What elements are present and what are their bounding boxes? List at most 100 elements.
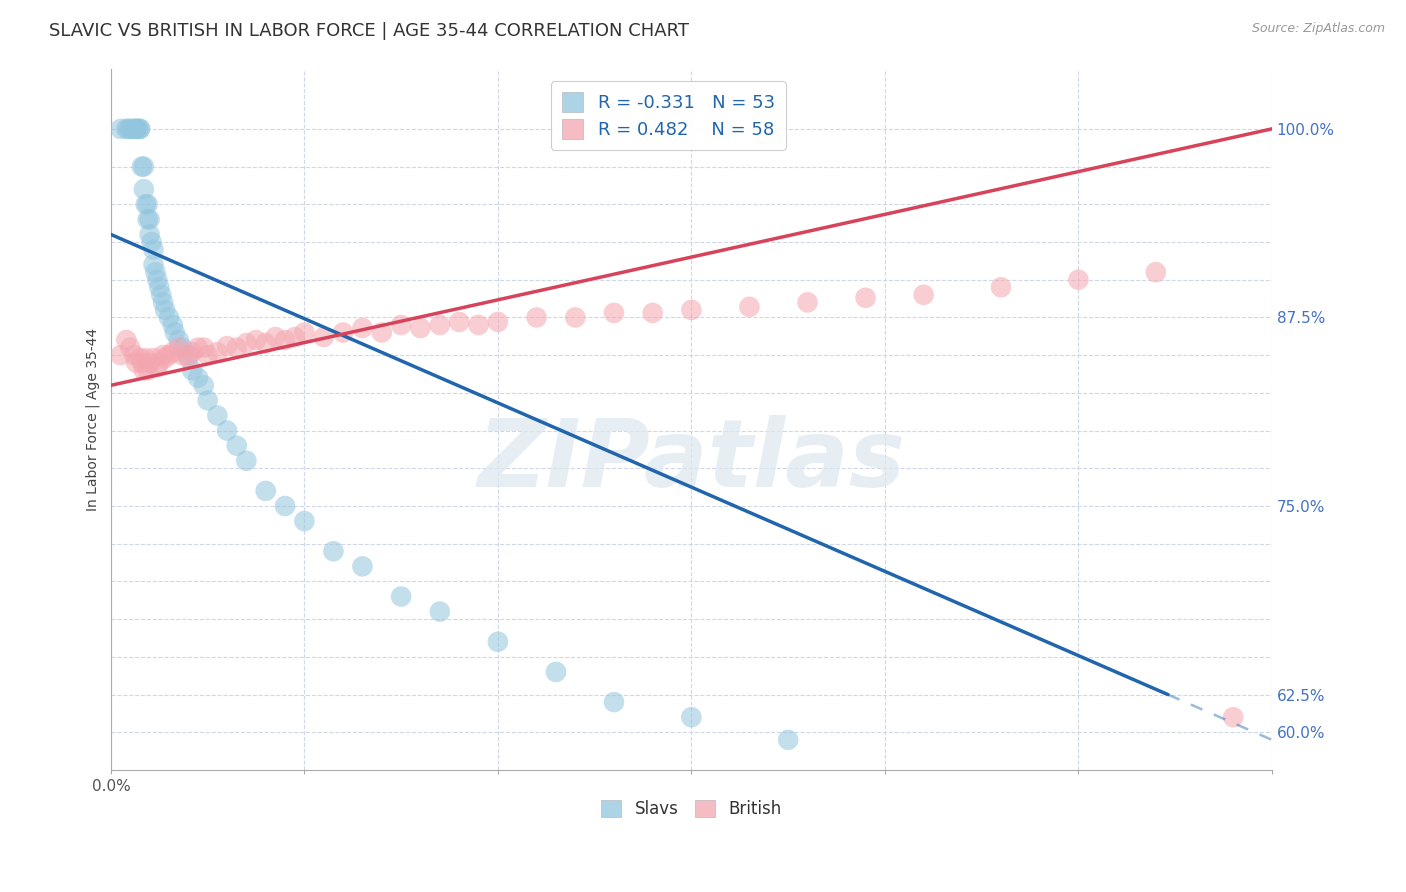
Point <box>371 326 394 340</box>
Point <box>125 121 148 136</box>
Point <box>284 330 307 344</box>
Point <box>157 310 180 325</box>
Text: SLAVIC VS BRITISH IN LABOR FORCE | AGE 35-44 CORRELATION CHART: SLAVIC VS BRITISH IN LABOR FORCE | AGE 3… <box>49 22 689 40</box>
Point <box>131 160 153 174</box>
Point <box>738 300 761 314</box>
Point <box>207 409 229 423</box>
Point <box>135 351 157 366</box>
Point <box>142 258 165 272</box>
Point <box>129 121 152 136</box>
Point <box>125 356 148 370</box>
Point <box>274 333 297 347</box>
Point <box>544 665 567 679</box>
Point <box>215 339 238 353</box>
Point <box>142 243 165 257</box>
Point <box>245 333 267 347</box>
Point <box>352 559 374 574</box>
Point <box>162 318 184 332</box>
Point <box>235 336 257 351</box>
Point <box>603 695 626 709</box>
Point <box>1222 710 1244 724</box>
Point <box>110 348 132 362</box>
Point <box>681 710 703 724</box>
Legend: Slavs, British: Slavs, British <box>595 793 789 825</box>
Point <box>152 348 174 362</box>
Point <box>449 315 471 329</box>
Point <box>467 318 489 332</box>
Point <box>172 341 194 355</box>
Point <box>429 318 451 332</box>
Point <box>146 360 169 375</box>
Point <box>110 121 132 136</box>
Point <box>135 197 157 211</box>
Point <box>322 544 344 558</box>
Point <box>136 212 159 227</box>
Point <box>778 732 800 747</box>
Point <box>120 121 142 136</box>
Point <box>138 227 160 242</box>
Point <box>122 121 145 136</box>
Point <box>132 363 155 377</box>
Point <box>162 345 184 359</box>
Point <box>181 363 204 377</box>
Point <box>153 351 176 366</box>
Point <box>115 121 138 136</box>
Point <box>603 306 626 320</box>
Point <box>129 121 152 136</box>
Point <box>274 499 297 513</box>
Point <box>138 356 160 370</box>
Point <box>681 302 703 317</box>
Point <box>177 348 200 362</box>
Point <box>115 333 138 347</box>
Point <box>152 295 174 310</box>
Point <box>352 321 374 335</box>
Point <box>389 590 412 604</box>
Point <box>641 306 664 320</box>
Point <box>138 212 160 227</box>
Point <box>163 326 186 340</box>
Point <box>167 341 190 355</box>
Point <box>136 197 159 211</box>
Point <box>526 310 548 325</box>
Point <box>131 356 153 370</box>
Point <box>796 295 818 310</box>
Point <box>197 393 219 408</box>
Text: ZIPatlas: ZIPatlas <box>478 416 905 508</box>
Point <box>564 310 586 325</box>
Point <box>389 318 412 332</box>
Point <box>294 514 316 528</box>
Point <box>215 424 238 438</box>
Point <box>187 341 209 355</box>
Point <box>148 356 170 370</box>
Point <box>1067 273 1090 287</box>
Point <box>912 287 935 301</box>
Point <box>150 287 173 301</box>
Point <box>148 280 170 294</box>
Point <box>193 378 215 392</box>
Point <box>197 348 219 362</box>
Y-axis label: In Labor Force | Age 35-44: In Labor Force | Age 35-44 <box>86 327 100 511</box>
Point <box>294 326 316 340</box>
Point <box>254 336 277 351</box>
Point <box>127 121 149 136</box>
Point <box>990 280 1012 294</box>
Point <box>235 454 257 468</box>
Point <box>429 605 451 619</box>
Point <box>855 291 877 305</box>
Point <box>1144 265 1167 279</box>
Point <box>142 351 165 366</box>
Point <box>122 348 145 362</box>
Point <box>486 634 509 648</box>
Text: Source: ZipAtlas.com: Source: ZipAtlas.com <box>1251 22 1385 36</box>
Point <box>264 330 287 344</box>
Point <box>486 315 509 329</box>
Point <box>409 321 432 335</box>
Point <box>145 265 167 279</box>
Point <box>181 345 204 359</box>
Point <box>225 341 247 355</box>
Point <box>146 273 169 287</box>
Point <box>254 483 277 498</box>
Point <box>312 330 335 344</box>
Point <box>129 351 152 366</box>
Point <box>172 348 194 362</box>
